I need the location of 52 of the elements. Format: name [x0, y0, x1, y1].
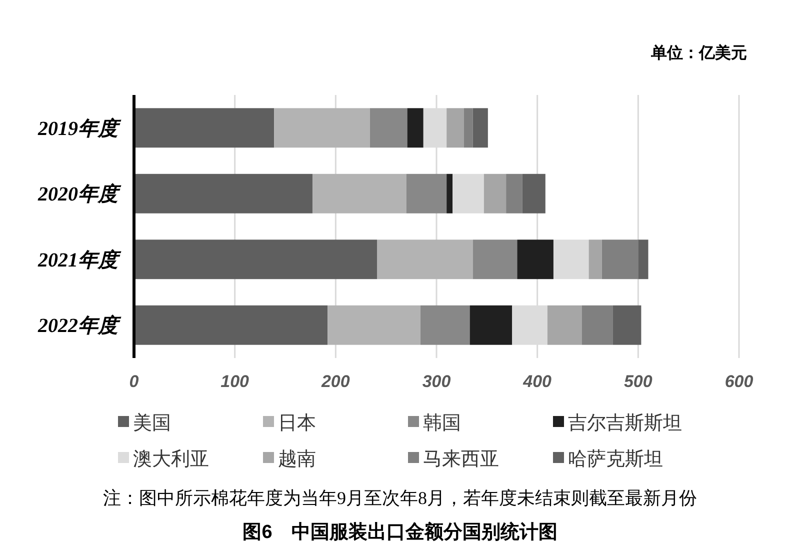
bar [484, 174, 506, 214]
legend-label: 美国 [133, 412, 171, 434]
text: 图6 中国服装出口金额分国别统计图 [242, 521, 558, 543]
bar [553, 240, 589, 280]
text: 注：图中所示棉花年度为当年9月至次年8月，若年度未结束则截至最新月份 [103, 488, 697, 508]
bar [472, 240, 518, 280]
bar [370, 108, 408, 148]
legend-label: 日本 [278, 413, 316, 434]
bar [612, 305, 642, 345]
bar [134, 305, 328, 345]
bar [452, 174, 484, 214]
bar [602, 240, 638, 280]
bar [312, 174, 406, 214]
y-tick-label: 2022年度 [37, 314, 122, 338]
bar [464, 108, 473, 148]
x-tick-label: 600 [724, 372, 754, 391]
bar [420, 305, 470, 345]
bar [274, 108, 370, 148]
bar [134, 174, 312, 214]
bar [522, 174, 546, 214]
text: 单位：亿美元 [650, 43, 747, 62]
bar [407, 108, 424, 148]
bar [134, 240, 378, 280]
legend-label: 吉尔吉斯斯坦 [568, 413, 682, 434]
bar [328, 305, 420, 345]
bar [446, 174, 453, 214]
bar [506, 174, 522, 214]
y-tick-label: 2020年度 [37, 182, 122, 206]
y-tick-label: 2019年度 [37, 116, 122, 140]
bar [472, 108, 488, 148]
legend-label: 哈萨克斯坦 [568, 449, 663, 470]
bar [134, 108, 274, 148]
bar [406, 174, 447, 214]
bar [638, 240, 648, 280]
bar [588, 240, 602, 280]
x-tick-label: 500 [624, 372, 653, 391]
x-tick-label: 200 [320, 372, 350, 391]
bar [470, 305, 512, 345]
legend-label: 马来西亚 [423, 449, 499, 470]
bar [446, 108, 464, 148]
bar [547, 305, 582, 345]
legend-label: 韩国 [423, 413, 461, 434]
y-tick-label: 2021年度 [37, 248, 122, 272]
x-tick-label: 300 [422, 372, 452, 391]
bar [517, 240, 554, 280]
bar [377, 240, 473, 280]
x-tick-label: 400 [522, 372, 552, 391]
x-tick-label: 100 [220, 372, 250, 391]
legend-label: 越南 [278, 449, 316, 470]
bar [582, 305, 613, 345]
legend-label: 澳大利亚 [133, 449, 209, 470]
x-tick-label: 0 [129, 372, 140, 391]
